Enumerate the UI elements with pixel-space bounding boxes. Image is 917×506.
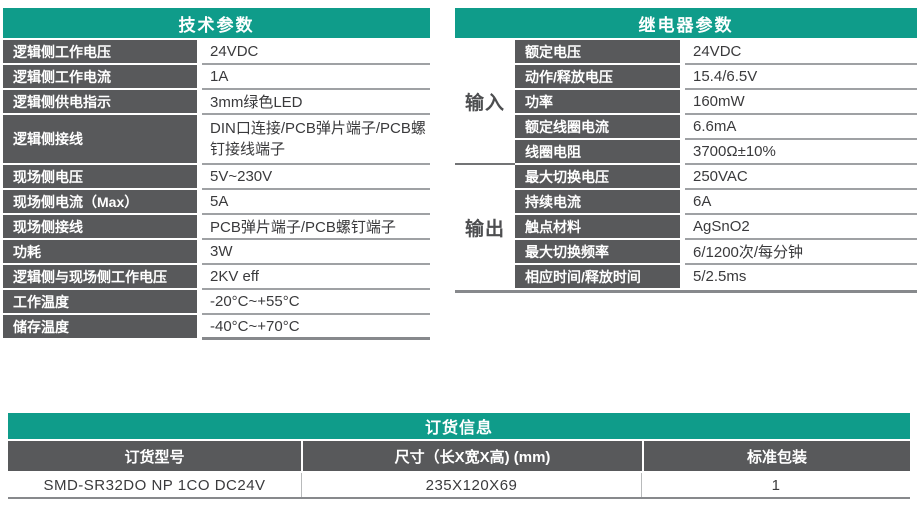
relay-spec-value: 250VAC	[685, 165, 917, 190]
tech-params-table: 技术参数 逻辑侧工作电压 24VDC 逻辑侧工作电流 1A 逻辑侧供电指示 3mm绿色LE…	[3, 8, 430, 340]
tech-spec-value: PCB弹片端子/PCB螺钉端子	[202, 215, 430, 240]
relay-spec-value: 24VDC	[685, 40, 917, 65]
tech-spec-value: 3mm绿色LED	[202, 90, 430, 115]
relay-spec-label: 额定电压	[515, 40, 680, 65]
relay-spec-value: 6.6mA	[685, 115, 917, 140]
tech-spec-value: -20°C~+55°C	[202, 290, 430, 315]
relay-table-bottom-border	[455, 290, 917, 293]
relay-spec-value: 3700Ω±10%	[685, 140, 917, 165]
relay-spec-row: 功率 160mW	[515, 90, 917, 115]
order-data-cell: 235X120X69	[301, 473, 642, 497]
tech-spec-value: 1A	[202, 65, 430, 90]
relay-spec-row: 线圈电阻 3700Ω±10%	[515, 140, 917, 165]
tech-spec-label: 工作温度	[3, 290, 197, 315]
tech-spec-row: 现场侧电压 5V~230V	[3, 165, 430, 190]
relay-spec-value: 15.4/6.5V	[685, 65, 917, 90]
relay-group-rows: 最大切换电压 250VAC 持续电流 6A 触点材料 AgSnO2 最大切换频率 6/1200…	[515, 165, 917, 290]
tech-spec-label: 储存温度	[3, 315, 197, 340]
relay-group-input: 输入 额定电压 24VDC 动作/释放电压 15.4/6.5V 功率 160mW 额定线圈电流…	[455, 40, 917, 165]
order-info-table: 订货信息 订货型号 尺寸（长X宽X高) (mm) 标准包装 SMD-SR32DO N…	[8, 413, 910, 499]
relay-spec-row: 持续电流 6A	[515, 190, 917, 215]
tech-spec-row: 储存温度 -40°C~+70°C	[3, 315, 430, 340]
relay-spec-row: 动作/释放电压 15.4/6.5V	[515, 65, 917, 90]
order-column-header: 标准包装	[644, 441, 910, 471]
order-data-cell: 1	[771, 476, 781, 494]
relay-spec-label: 动作/释放电压	[515, 65, 680, 90]
tech-spec-value: 2KV eff	[202, 265, 430, 290]
relay-params-title: 继电器参数	[455, 8, 917, 38]
relay-spec-label: 触点材料	[515, 215, 680, 240]
relay-spec-label: 最大切换频率	[515, 240, 680, 265]
relay-spec-label: 额定线圈电流	[515, 115, 680, 140]
tech-spec-label: 逻辑侧工作电流	[3, 65, 197, 90]
order-columns-row: 订货型号 尺寸（长X宽X高) (mm) 标准包装	[8, 441, 910, 471]
order-data-rows: SMD-SR32DO NP 1CO DC24V 235X120X69 1	[8, 473, 910, 499]
tech-spec-row: 工作温度 -20°C~+55°C	[3, 290, 430, 315]
tech-spec-label: 现场侧电流（Max）	[3, 190, 197, 215]
tech-spec-label: 功耗	[3, 240, 197, 265]
tech-spec-row: 现场侧电流（Max） 5A	[3, 190, 430, 215]
relay-spec-row: 最大切换频率 6/1200次/每分钟	[515, 240, 917, 265]
relay-group-label: 输出	[464, 219, 505, 240]
tech-spec-row: 现场侧接线 PCB弹片端子/PCB螺钉端子	[3, 215, 430, 240]
tech-spec-row: 逻辑侧工作电流 1A	[3, 65, 430, 90]
relay-spec-value: 6A	[685, 190, 917, 215]
relay-spec-value: 6/1200次/每分钟	[685, 240, 917, 265]
tech-spec-value: 5A	[202, 190, 430, 215]
order-data-cell: SMD-SR32DO NP 1CO DC24V	[43, 476, 266, 494]
relay-spec-label: 相应时间/释放时间	[515, 265, 680, 290]
relay-spec-row: 额定线圈电流 6.6mA	[515, 115, 917, 140]
relay-spec-label: 最大切换电压	[515, 165, 680, 190]
tech-spec-value: 5V~230V	[202, 165, 430, 190]
relay-spec-row: 最大切换电压 250VAC	[515, 165, 917, 190]
relay-group-label: 输入	[455, 40, 515, 165]
tech-table-body: 逻辑侧工作电压 24VDC 逻辑侧工作电流 1A 逻辑侧供电指示 3mm绿色LED 逻辑侧接…	[3, 40, 430, 340]
tech-spec-label: 现场侧电压	[3, 165, 197, 190]
relay-spec-value: AgSnO2	[685, 215, 917, 240]
tech-spec-value: DIN口连接/PCB弹片端子/PCB螺钉接线端子	[202, 115, 430, 165]
order-data-row: SMD-SR32DO NP 1CO DC24V 235X120X69 1	[8, 473, 910, 499]
tech-spec-value: -40°C~+70°C	[202, 315, 430, 340]
relay-group-rows: 额定电压 24VDC 动作/释放电压 15.4/6.5V 功率 160mW 额定线圈电流 6.…	[515, 40, 917, 165]
relay-spec-value: 5/2.5ms	[685, 265, 917, 290]
relay-group-output: 输出 最大切换电压 250VAC 持续电流 6A 触点材料 AgSnO2 最大切换频率 6/12…	[455, 165, 917, 290]
order-column-header: 订货型号	[8, 441, 301, 471]
tech-params-title: 技术参数	[3, 8, 430, 38]
tech-spec-row: 逻辑侧与现场侧工作电压 2KV eff	[3, 265, 430, 290]
relay-spec-label: 功率	[515, 90, 680, 115]
relay-spec-row: 触点材料 AgSnO2	[515, 215, 917, 240]
relay-spec-label: 线圈电阻	[515, 140, 680, 165]
tech-spec-label: 逻辑侧接线	[3, 115, 197, 165]
order-info-title: 订货信息	[8, 413, 910, 439]
relay-spec-row: 相应时间/释放时间 5/2.5ms	[515, 265, 917, 290]
tech-spec-row: 逻辑侧供电指示 3mm绿色LED	[3, 90, 430, 115]
tech-spec-row: 功耗 3W	[3, 240, 430, 265]
tech-spec-label: 逻辑侧与现场侧工作电压	[3, 265, 197, 290]
tech-spec-label: 现场侧接线	[3, 215, 197, 240]
relay-params-table: 继电器参数 输入 额定电压 24VDC 动作/释放电压 15.4/6.5V 功率 160mW…	[455, 8, 917, 293]
tech-spec-row: 逻辑侧接线 DIN口连接/PCB弹片端子/PCB螺钉接线端子	[3, 115, 430, 165]
tech-spec-label: 逻辑侧供电指示	[3, 90, 197, 115]
tech-spec-value: 24VDC	[202, 40, 430, 65]
order-column-header: 尺寸（长X宽X高) (mm)	[303, 441, 642, 471]
relay-spec-label: 持续电流	[515, 190, 680, 215]
tech-spec-value: 3W	[202, 240, 430, 265]
tech-spec-row: 逻辑侧工作电压 24VDC	[3, 40, 430, 65]
relay-table-body: 输入 额定电压 24VDC 动作/释放电压 15.4/6.5V 功率 160mW 额定线圈电流…	[455, 40, 917, 290]
relay-spec-value: 160mW	[685, 90, 917, 115]
tech-spec-label: 逻辑侧工作电压	[3, 40, 197, 65]
relay-spec-row: 额定电压 24VDC	[515, 40, 917, 65]
